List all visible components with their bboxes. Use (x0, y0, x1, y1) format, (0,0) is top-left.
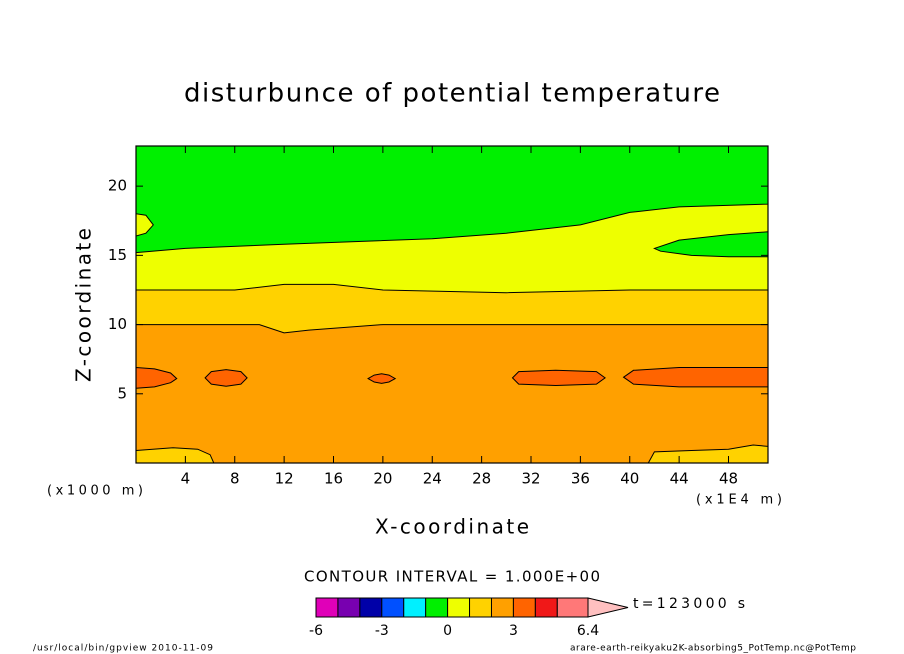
contour-region (647, 444, 768, 463)
y-tick-label: 20 (108, 177, 127, 195)
contour-region (136, 213, 154, 237)
contour-region (622, 367, 768, 388)
x-tick-label: 12 (275, 470, 294, 488)
contour-interval: CONTOUR INTERVAL = 1.000E+00 (304, 568, 600, 586)
colorbar-box (337, 597, 361, 618)
x-tick-label: 32 (521, 470, 540, 488)
y-tick-label: 5 (117, 384, 127, 402)
colorbar-tick-label: -3 (375, 623, 389, 639)
chart-title: disturbunce of potential temperature (184, 79, 720, 109)
y-tick-label: 15 (108, 246, 127, 264)
x-tick-label: 48 (719, 470, 738, 488)
colorbar-tick-label: -6 (309, 623, 323, 639)
time-label: t=123000 s (633, 596, 745, 612)
contour-region (136, 447, 215, 463)
footer-left: /usr/local/bin/gpview 2010-11-09 (33, 644, 213, 654)
x-tick-label: 8 (230, 470, 240, 488)
colorbar-box (556, 597, 589, 618)
colorbar-box (512, 597, 536, 618)
colorbar-box (403, 597, 427, 618)
colorbar-box (469, 597, 492, 618)
footer-right: arare-earth-reikyaku2K-absorbing5_PotTem… (570, 644, 856, 654)
contour-region (204, 369, 248, 387)
x-tick-label: 40 (620, 470, 639, 488)
colorbar-over (587, 597, 629, 618)
plot-area (136, 146, 768, 463)
plot-frame (135, 145, 769, 464)
colorbar-box (534, 597, 558, 618)
x-tick-label: 36 (571, 470, 590, 488)
x-tick-label: 44 (670, 470, 689, 488)
y-tick-label: 10 (108, 315, 127, 333)
colorbar-box (425, 597, 449, 618)
colorbar-box (447, 597, 471, 618)
colorbar-box (359, 597, 383, 618)
contour-region (136, 146, 768, 254)
contour-region (653, 231, 768, 258)
colorbar-tick-label: 3 (509, 623, 518, 639)
colorbar-tick-label: 6.4 (577, 623, 599, 639)
x-tick-label: 28 (472, 470, 491, 488)
x-tick-label: 16 (324, 470, 343, 488)
x-unit-left: (x1000 m) (47, 484, 143, 499)
colorbar-box (315, 597, 339, 618)
x-unit-right: (x1E4 m) (696, 493, 782, 508)
contour-region (367, 373, 397, 384)
contour-region (136, 366, 178, 389)
colorbar-box (381, 597, 405, 618)
x-axis-label: X-coordinate (375, 515, 529, 539)
x-tick-label: 4 (181, 470, 191, 488)
contour-region (511, 369, 606, 387)
colorbar-tick-label: 0 (443, 623, 452, 639)
x-tick-label: 20 (373, 470, 392, 488)
colorbar-box (490, 597, 514, 618)
y-axis-label: Z-coordinate (72, 228, 96, 382)
x-tick-label: 24 (423, 470, 442, 488)
